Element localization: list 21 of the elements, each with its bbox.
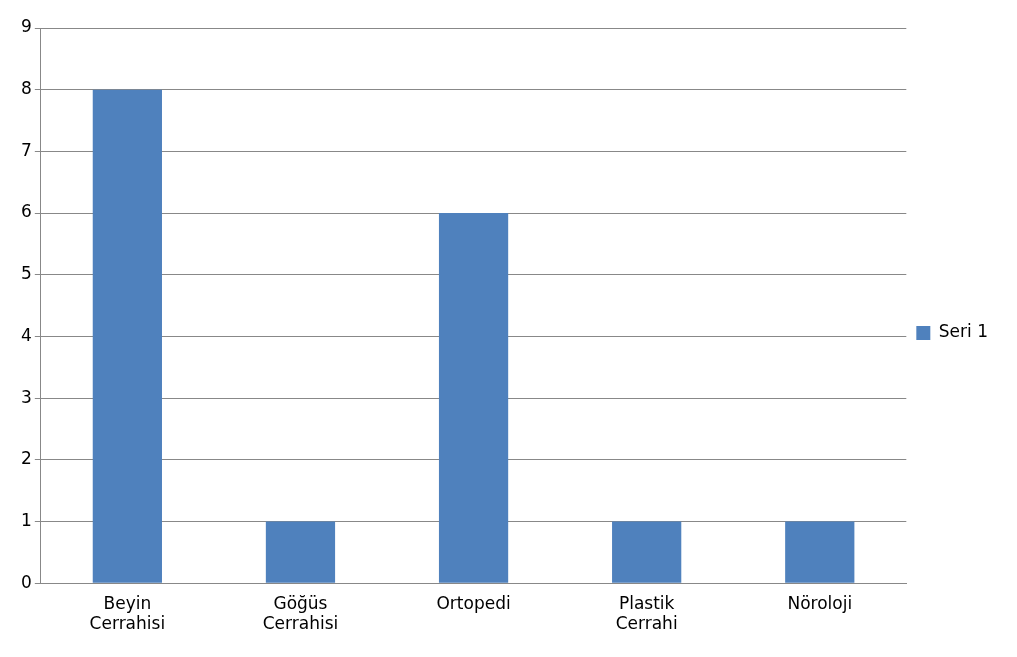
bar xyxy=(785,521,855,583)
x-tick-label: Nöroloji xyxy=(787,592,853,613)
y-tick-label: 3 xyxy=(20,386,32,407)
y-tick-label: 9 xyxy=(20,16,32,37)
legend-label: Seri 1 xyxy=(938,321,989,342)
y-tick-label: 6 xyxy=(20,201,32,222)
y-tick-label: 2 xyxy=(20,448,32,469)
y-tick-label: 5 xyxy=(20,263,32,284)
y-tick-label: 1 xyxy=(20,509,32,530)
bar xyxy=(92,89,162,583)
x-tick-label: Plastik Cerrahi xyxy=(615,592,678,634)
y-tick-label: 8 xyxy=(20,78,32,99)
bar xyxy=(265,521,336,583)
bar xyxy=(438,213,509,583)
x-tick-label: Ortopedi xyxy=(436,592,511,613)
bar xyxy=(612,521,682,583)
x-tick-label: Beyin Cerrahisi xyxy=(89,592,166,634)
x-tick-label: Göğüs Cerrahisi xyxy=(262,592,339,634)
y-tick-label: 4 xyxy=(20,324,32,345)
y-tick-label: 0 xyxy=(20,571,32,592)
y-tick-label: 7 xyxy=(20,139,32,160)
